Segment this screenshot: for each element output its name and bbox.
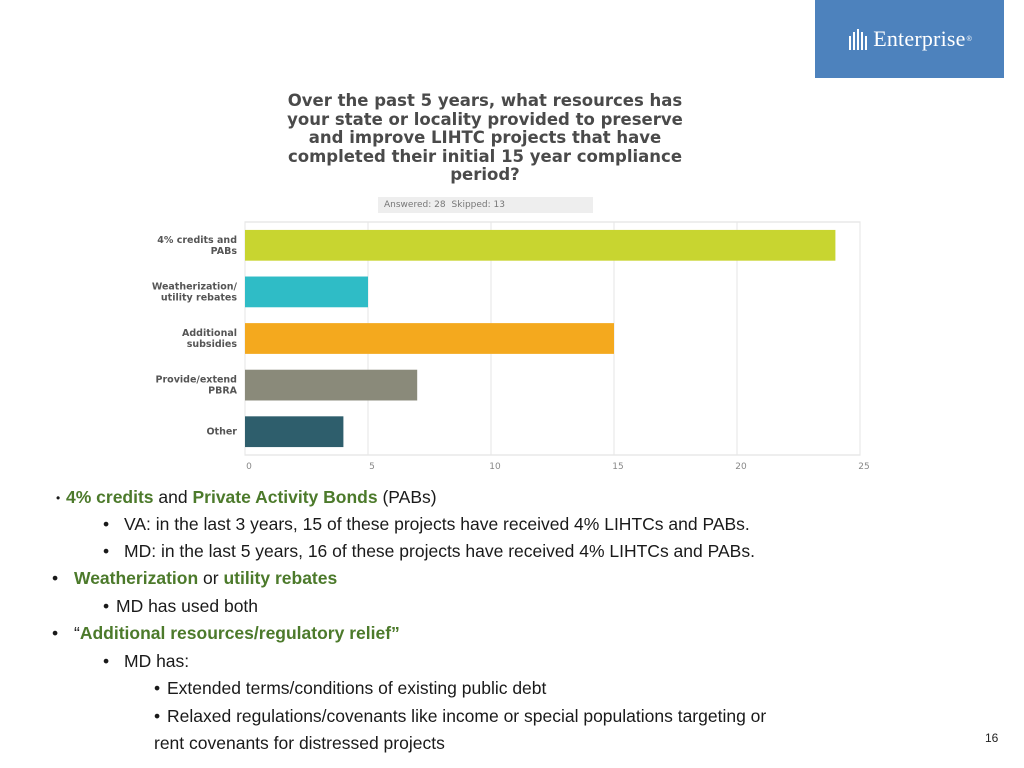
bar: [245, 416, 344, 448]
bar: [245, 369, 418, 401]
skipped-count: Skipped: 13: [451, 200, 505, 210]
x-tick-label: 20: [735, 462, 747, 472]
bar: [245, 276, 368, 308]
page-number: 16: [985, 731, 999, 745]
x-tick-label: 10: [489, 462, 501, 472]
x-tick-label: 0: [246, 462, 252, 472]
enterprise-logo: Enterprise ®: [815, 0, 1004, 78]
bar: [245, 229, 836, 261]
bar: [245, 323, 614, 354]
answered-count: Answered: 28: [384, 200, 446, 210]
x-tick-label: 25: [858, 462, 869, 472]
response-summary: Answered: 28 Skipped: 13: [378, 197, 593, 213]
registered-mark: ®: [966, 35, 972, 43]
x-tick-label: 5: [369, 462, 375, 472]
chart-title: Over the past 5 years, what resources ha…: [287, 91, 683, 184]
y-category-label: Other: [206, 427, 237, 438]
y-category-label: Weatherization/utility rebates: [152, 281, 238, 303]
logo-text: Enterprise: [873, 26, 966, 51]
y-category-label: Provide/extend PBRA: [156, 375, 238, 397]
enterprise-logo-mark-icon: [849, 29, 868, 50]
x-tick-label: 15: [612, 462, 623, 472]
y-category-label: 4% credits and PABs: [157, 235, 237, 257]
y-category-label: Additional subsidies: [182, 328, 237, 350]
